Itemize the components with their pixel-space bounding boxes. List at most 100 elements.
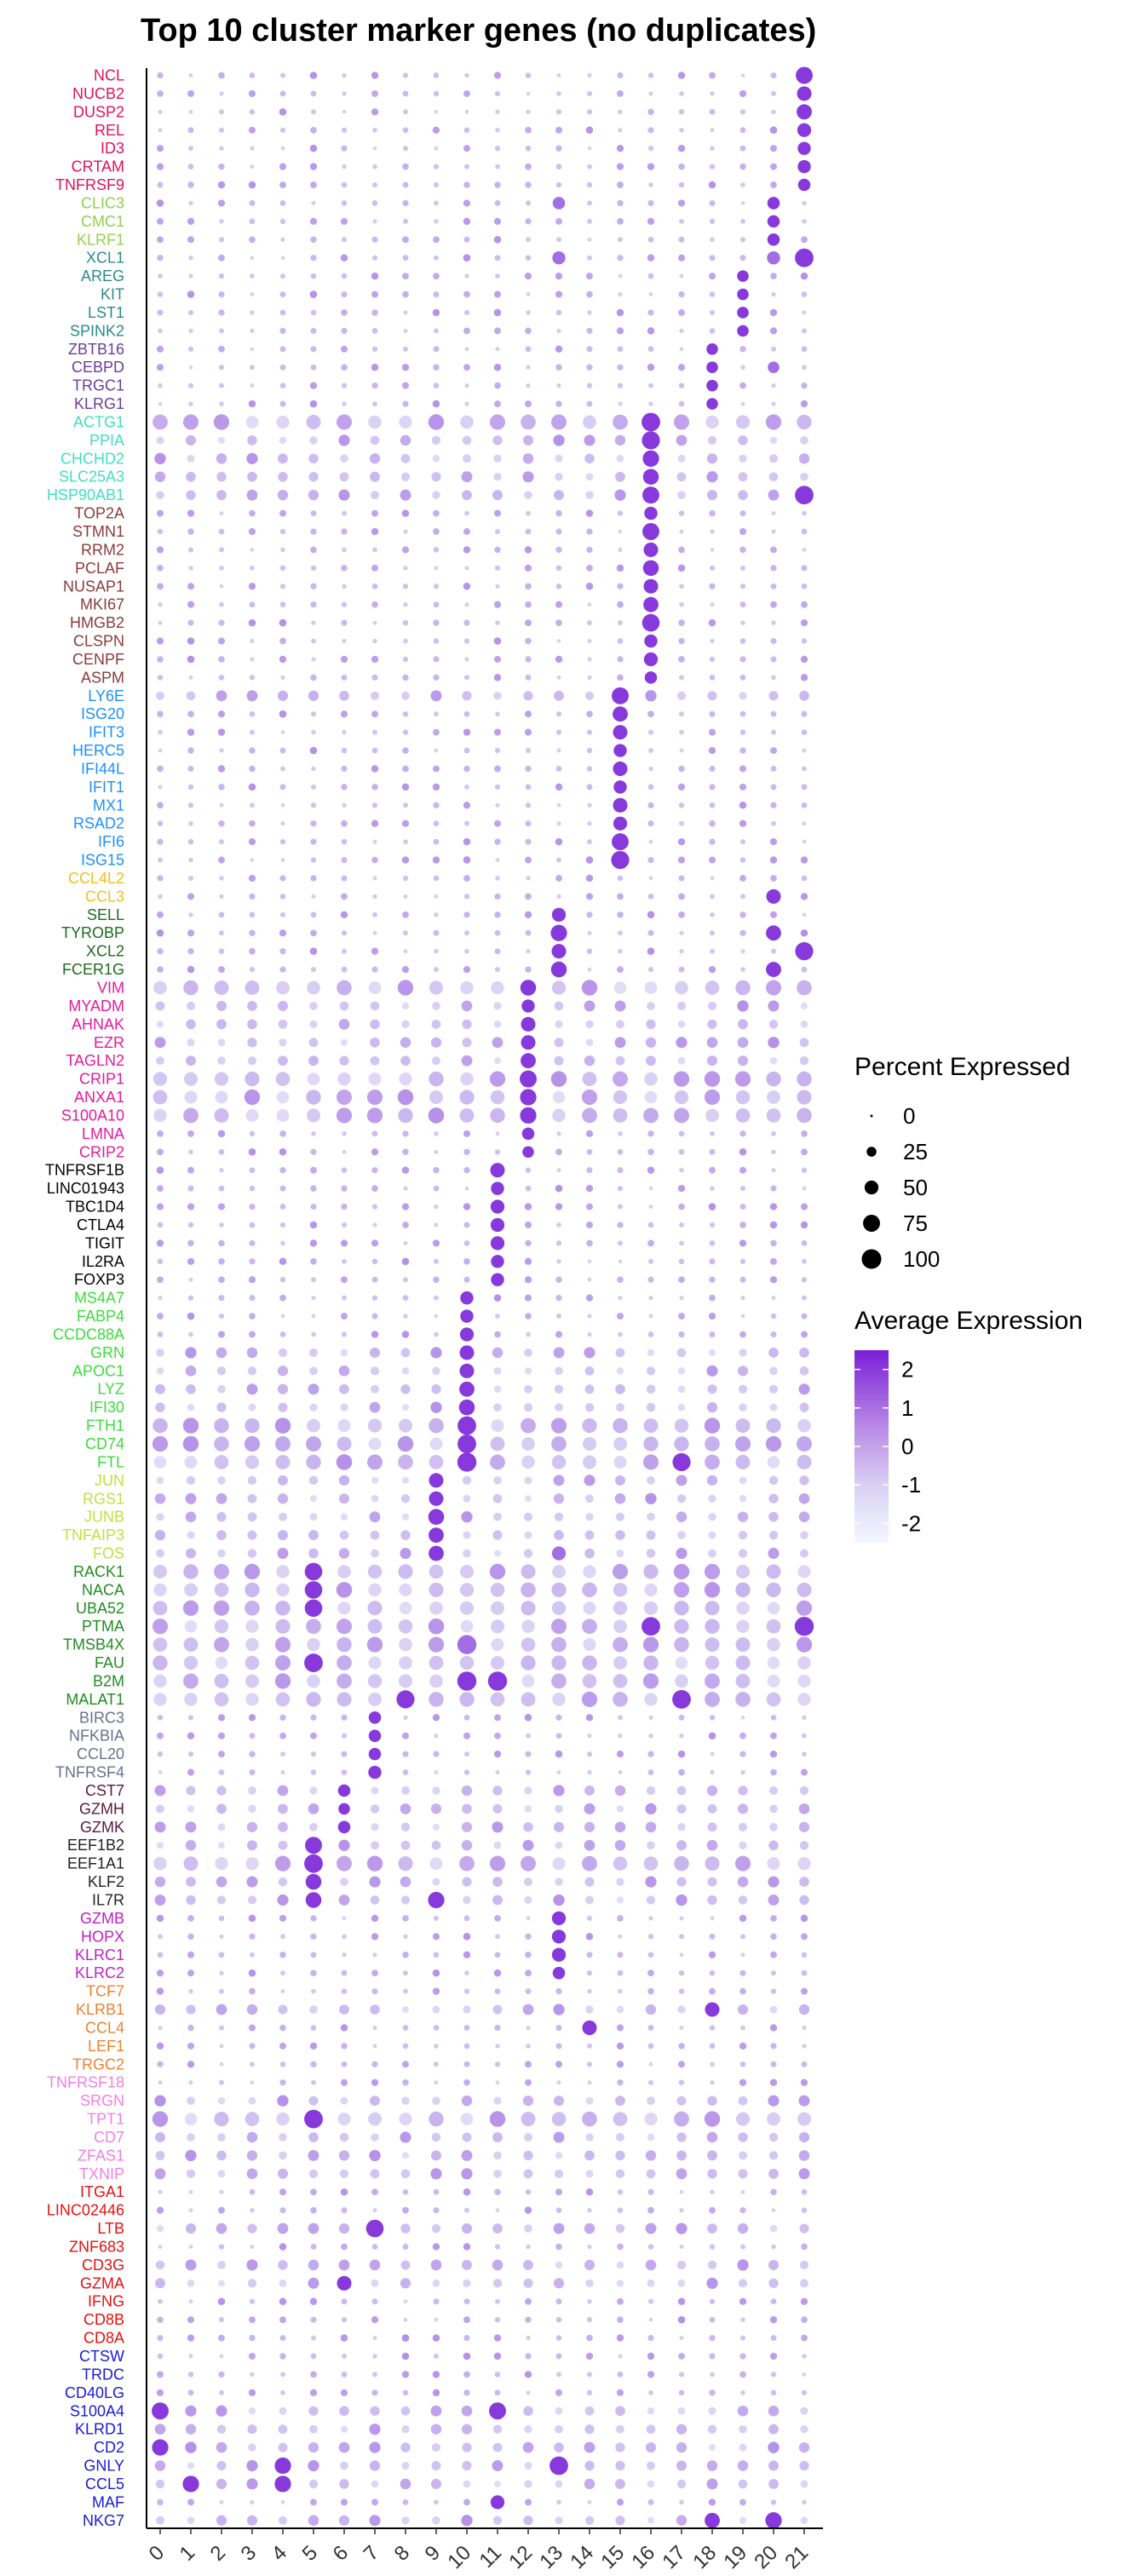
dot-trdc-c18 <box>710 2372 715 2378</box>
dot-mx1-c20 <box>770 802 777 808</box>
dot-trgc2-c21 <box>801 2061 808 2067</box>
dot-nusap1-c9 <box>433 584 440 589</box>
dot-spink2-c19 <box>737 325 749 337</box>
dot-lef1-c21 <box>802 2044 807 2049</box>
dot-ifi6-c3 <box>248 838 256 846</box>
dot-uba52-c8 <box>399 1601 412 1615</box>
dot-il2ra-c4 <box>279 1257 287 1266</box>
dot-clspn-c15 <box>617 638 624 644</box>
dot-s100a10-c13 <box>552 1108 566 1123</box>
dot-crtam-c4 <box>279 163 287 170</box>
dot-ifit3-c8 <box>402 729 409 735</box>
dot-klrd1-c16 <box>646 2424 656 2435</box>
dot-tcf7-c20 <box>770 1988 777 1994</box>
dot-ifi6-c12 <box>525 838 532 845</box>
dot-top2a-c18 <box>709 509 716 517</box>
gene-label-zfas1: ZFAS1 <box>78 2147 124 2164</box>
dot-tmsb4x-c13 <box>551 1636 567 1653</box>
dot-vim-c13 <box>551 980 567 995</box>
dot-fth1-c15 <box>613 1417 628 1434</box>
dot-ccl4-c1 <box>187 2024 194 2032</box>
dot-zbtb16-c1 <box>187 346 194 352</box>
dot-eef1a1-c0 <box>153 1856 167 1871</box>
dot-rsad2-c4 <box>280 821 285 826</box>
dot-tnfrsf4-c21 <box>800 1768 808 1776</box>
dot-cd2-c2 <box>216 2441 227 2453</box>
dot-birc3-c10 <box>463 1714 470 1721</box>
dot-trdc-c10 <box>463 2371 470 2378</box>
dot-spink2-c18 <box>709 328 716 334</box>
dot-itga1-c16 <box>647 2188 654 2195</box>
dot-kit-c9 <box>433 290 440 298</box>
dot-gzmh-c20 <box>769 1804 778 1814</box>
dot-zfas1-c3 <box>246 2150 258 2161</box>
dot-tcf7-c19 <box>739 1987 746 1995</box>
dot-rrm2-c4 <box>280 547 285 553</box>
dot-mx1-c14 <box>587 802 592 808</box>
dot-cenpf-c9 <box>433 656 440 663</box>
dot-nkg7-c1 <box>187 2516 195 2525</box>
dot-uba52-c19 <box>736 1601 750 1615</box>
dot-vim-c12 <box>520 980 537 996</box>
dot-rel-c4 <box>279 127 286 133</box>
dot-aspm-c16 <box>644 671 658 684</box>
dot-trgc2-c7 <box>371 2061 378 2067</box>
dot-crip2-c8 <box>402 1148 409 1156</box>
dot-gzmk-c21 <box>798 1821 810 1832</box>
dot-linc02446-c7 <box>372 2208 377 2213</box>
dot-cd3g-c10 <box>462 2259 472 2270</box>
dot-foxp3-c13 <box>555 1276 562 1283</box>
dot-lyz-c11 <box>493 1385 502 1393</box>
dot-tyrobp-c5 <box>310 929 317 937</box>
dot-ccl3-c19 <box>740 894 745 900</box>
dot-slc25a3-c6 <box>339 472 349 482</box>
dot-actg1-c7 <box>368 415 382 429</box>
dot-clic3-c1 <box>188 200 193 206</box>
dot-areg-c19 <box>737 270 749 282</box>
dot-cebpd-c4 <box>279 364 286 371</box>
dot-lmna-c16 <box>647 1130 654 1137</box>
dot-fos-c21 <box>799 1549 809 1558</box>
dot-top2a-c11 <box>493 509 502 517</box>
dot-znf683-c2 <box>218 2244 225 2250</box>
dot-rrm2-c3 <box>250 548 255 552</box>
dot-tbc1d4-c3 <box>249 1203 256 1210</box>
gene-label-fau: FAU <box>95 1654 124 1671</box>
dot-tagln2-c13 <box>554 1055 564 1066</box>
dot-ccl20-c1 <box>187 1751 194 1757</box>
dot-klrg1-c14 <box>586 400 593 407</box>
dot-ccl5-c20 <box>768 2479 779 2489</box>
dot-trgc1-c7 <box>371 382 378 389</box>
dot-b2m-c18 <box>705 1673 720 1689</box>
dot-fabp4-c10 <box>460 1309 474 1323</box>
dot-apoc1-c6 <box>338 1366 350 1377</box>
dot-fos-c8 <box>400 1547 411 1560</box>
dot-crtam-c5 <box>309 163 318 170</box>
dot-rack1-c10 <box>460 1564 474 1578</box>
dot-malat1-c1 <box>184 1693 198 1706</box>
dot-cd8b-c19 <box>740 2317 745 2322</box>
dot-hopx-c0 <box>158 1934 163 1940</box>
dot-eef1a1-c17 <box>674 1855 689 1872</box>
dot-cd8a-c6 <box>340 2334 348 2342</box>
dot-ppia-c12 <box>522 434 534 446</box>
dot-clic3-c13 <box>552 197 566 210</box>
dot-gzmh-c6 <box>338 1803 350 1815</box>
dot-nfkbia-c9 <box>434 1734 439 1739</box>
dot-fau-c19 <box>735 1655 751 1670</box>
dot-crtam-c9 <box>433 164 440 170</box>
dot-tnfrsf9-c1 <box>187 181 194 188</box>
gene-label-s100a4: S100A4 <box>70 2402 124 2419</box>
dot-mx1-c5 <box>310 802 317 808</box>
dot-foxp3-c14 <box>587 1277 592 1282</box>
dot-tagln2-c14 <box>584 1055 596 1067</box>
dot-mki67-c5 <box>310 601 317 608</box>
dot-klrg1-c19 <box>740 401 745 406</box>
dot-mx1-c9 <box>433 802 440 808</box>
dot-stmn1-c10 <box>463 528 470 535</box>
dot-ifit3-c18 <box>708 728 716 736</box>
dot-fos-c2 <box>217 1549 226 1558</box>
dot-crtam-c8 <box>402 163 409 170</box>
dot-cenpf-c11 <box>494 655 501 663</box>
dot-linc01943-c8 <box>403 1186 408 1191</box>
